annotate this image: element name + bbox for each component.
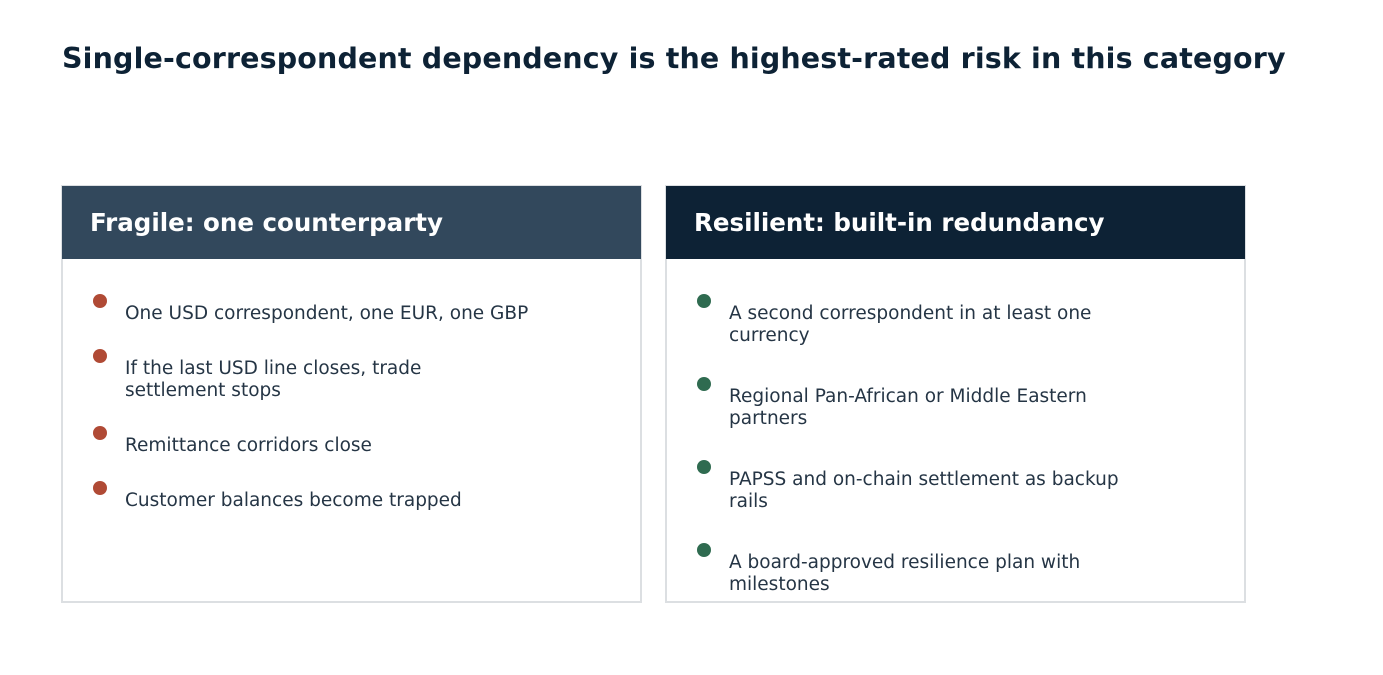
red-bullet-icon <box>93 426 107 440</box>
red-bullet-icon <box>93 481 107 495</box>
resilient-item-text: Regional Pan-African or Middle Eastern p… <box>729 386 1087 429</box>
red-bullet-icon <box>93 294 107 308</box>
green-bullet-icon <box>697 543 711 557</box>
resilient-item-text: PAPSS and on-chain settlement as backup … <box>729 469 1119 512</box>
fragile-bullet-list: One USD correspondent, one EUR, one GBP … <box>93 294 593 536</box>
resilient-item-text: A second correspondent in at least one c… <box>729 303 1092 346</box>
resilient-panel: Resilient: built-in redundancy A second … <box>665 185 1246 603</box>
fragile-panel-heading: Fragile: one counterparty <box>62 186 641 259</box>
fragile-item-text: Customer balances become trapped <box>125 490 462 511</box>
fragile-item-text: If the last USD line closes, trade settl… <box>125 358 422 401</box>
fragile-list-item: One USD correspondent, one EUR, one GBP <box>93 294 593 325</box>
fragile-list-item: Remittance corridors close <box>93 426 593 457</box>
red-bullet-icon <box>93 349 107 363</box>
resilient-list-item: A second correspondent in at least one c… <box>697 294 1157 347</box>
green-bullet-icon <box>697 294 711 308</box>
fragile-list-item: Customer balances become trapped <box>93 481 593 512</box>
resilient-list-item: A board-approved resilience plan with mi… <box>697 543 1117 596</box>
resilient-list-item: Regional Pan-African or Middle Eastern p… <box>697 377 1157 430</box>
fragile-panel: Fragile: one counterparty One USD corres… <box>61 185 642 603</box>
resilient-list-item: PAPSS and on-chain settlement as backup … <box>697 460 1157 513</box>
green-bullet-icon <box>697 377 711 391</box>
resilient-bullet-list: A second correspondent in at least one c… <box>697 294 1157 626</box>
fragile-list-item: If the last USD line closes, trade settl… <box>93 349 453 402</box>
fragile-item-text: Remittance corridors close <box>125 435 372 456</box>
resilient-panel-heading: Resilient: built-in redundancy <box>666 186 1245 259</box>
page-title: Single-correspondent dependency is the h… <box>62 42 1286 75</box>
resilient-item-text: A board-approved resilience plan with mi… <box>729 552 1081 595</box>
green-bullet-icon <box>697 460 711 474</box>
fragile-item-text: One USD correspondent, one EUR, one GBP <box>125 303 529 324</box>
